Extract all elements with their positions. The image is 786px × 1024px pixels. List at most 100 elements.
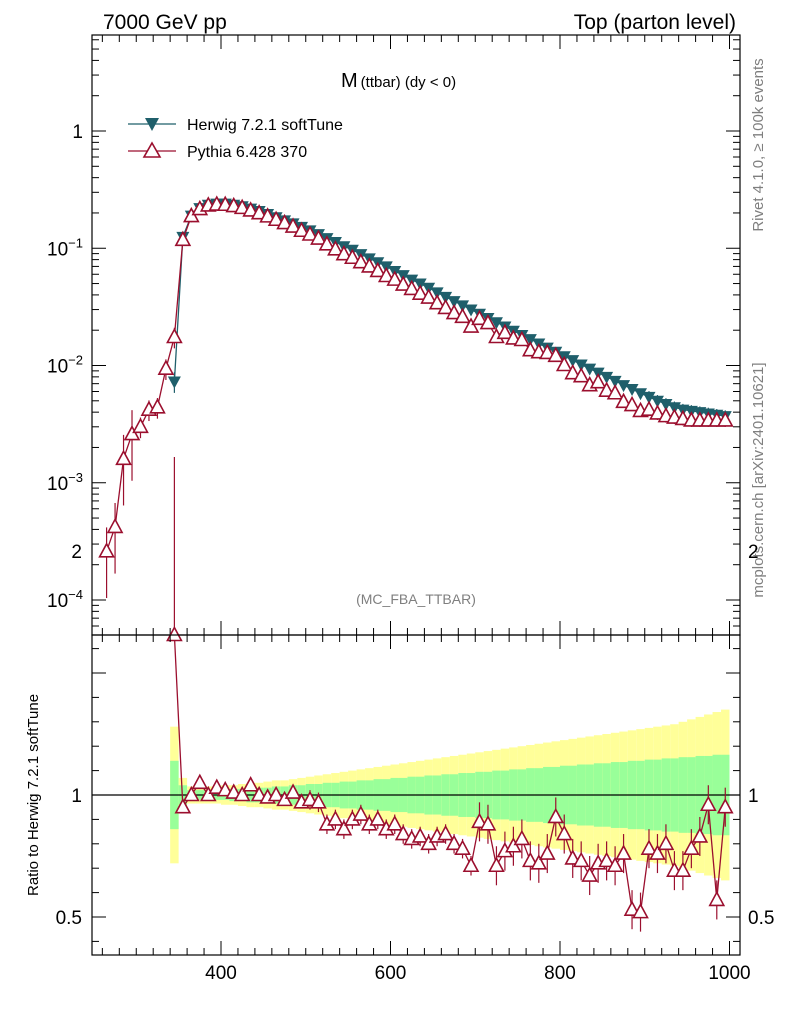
herwig-point <box>642 391 656 404</box>
ratio-pythia-point <box>572 851 590 868</box>
ratio-pythia-point <box>191 773 209 790</box>
plot-title: M (ttbar) (dy < 0) <box>341 70 456 92</box>
y-tick-label-1e-3-exp: −3 <box>68 470 83 485</box>
pythia-point <box>377 266 395 283</box>
main-axis-ticks <box>92 35 740 635</box>
herwig-point <box>600 371 614 384</box>
ratio-pythia-point <box>683 839 700 855</box>
mcplots-label: mcplots.cern.ch [arXiv:2401.10621] <box>750 362 767 597</box>
ratio-pythia-point <box>640 839 658 855</box>
pythia-point <box>293 221 310 238</box>
pythia-point <box>267 210 285 227</box>
ratio-pythia-point <box>386 815 404 831</box>
pythia-point <box>589 373 607 389</box>
ratio-pythia-point <box>699 795 717 812</box>
ratio-pythia-point <box>216 780 234 797</box>
pythia-point <box>115 449 132 466</box>
legend-herwig-marker <box>145 118 159 131</box>
pythia-point <box>386 270 404 286</box>
ratio-pythia-point <box>649 844 666 860</box>
x-tick-400: 400 <box>205 963 237 984</box>
ratio-pythia-point <box>606 856 624 873</box>
ratio-y-axis-title: Ratio to Herwig 7.2.1 softTune <box>25 694 42 896</box>
x-tick-800: 800 <box>544 963 576 984</box>
header-process-label: Top (parton level) <box>574 11 736 34</box>
herwig-point <box>650 395 664 408</box>
y-tick-label-1e-4-base: 10 <box>47 591 68 612</box>
pythia-point <box>538 343 556 360</box>
ratio-pythia-point <box>615 844 632 860</box>
ratio-axis-ticks <box>92 635 740 955</box>
pythia-point <box>394 275 412 291</box>
pythia-point <box>572 367 590 383</box>
pythia-point <box>344 248 361 265</box>
ratio-pythia-point <box>199 785 217 802</box>
pythia-point <box>428 293 446 310</box>
legend: Herwig 7.2.1 softTune Pythia 6.428 370 <box>128 117 343 161</box>
pythia-series-line <box>105 203 726 552</box>
ratio-pythia-point <box>250 785 268 802</box>
legend-pythia-label: Pythia 6.428 370 <box>187 144 307 161</box>
ratio-pythia-point <box>598 851 615 868</box>
y-tick-label-1e-3: 10−3 <box>47 470 83 495</box>
ratio-pythia-point <box>462 856 480 873</box>
herwig-point <box>523 334 537 347</box>
ratio-y-tick-2: 2 <box>71 542 82 563</box>
herwig-point <box>447 296 461 309</box>
ratio-pythia-point <box>394 824 412 841</box>
main-panel: 10−4 10−3 10−2 10−1 1 M (ttbar) (dy < 0) … <box>47 34 741 636</box>
ratio-pythia-point <box>420 834 437 851</box>
ratio-pythia-point <box>623 900 641 916</box>
pythia-point <box>360 257 378 273</box>
pythia-point <box>420 288 437 304</box>
pythia-point <box>716 411 734 427</box>
pythia-point <box>623 395 641 412</box>
herwig-point <box>167 376 181 389</box>
ratio-y-tick-0.5: 0.5 <box>56 908 82 929</box>
ratio-pythia-point <box>335 819 353 836</box>
y-tick-label-1e-3-base: 10 <box>47 474 68 495</box>
ratio-pythia-point <box>233 785 251 802</box>
pythia-point <box>547 346 565 363</box>
pythia-point <box>352 253 370 269</box>
ratio-y-tick-right-1: 1 <box>748 786 759 807</box>
ratio-y-tick-right-0.5: 0.5 <box>748 908 774 929</box>
ratio-pythia-point <box>691 827 709 843</box>
main-y-tick-labels: 10−4 10−3 10−2 10−1 1 <box>47 122 83 612</box>
ratio-pythia-point <box>564 849 582 865</box>
pythia-point <box>479 313 497 330</box>
herwig-point <box>583 363 597 376</box>
herwig-point <box>608 375 622 388</box>
ratio-series-layer <box>166 457 734 932</box>
ratio-pythia-point <box>708 890 726 907</box>
y-tick-label-1: 1 <box>72 122 83 143</box>
y-tick-label-1e-1-base: 10 <box>47 239 68 260</box>
pythia-point <box>564 363 582 380</box>
ratio-pythia-point <box>471 812 488 829</box>
pythia-point <box>149 398 166 414</box>
pythia-point <box>233 198 251 215</box>
y-tick-label-1e-2-exp: −2 <box>68 353 83 368</box>
ratio-pythia-point <box>352 805 370 821</box>
ratio-pythia-point <box>182 785 200 802</box>
pythia-point <box>411 284 429 300</box>
pythia-point <box>259 207 276 223</box>
ratio-pythia-point <box>166 625 183 642</box>
herwig-point <box>566 355 580 368</box>
pythia-point <box>301 225 319 241</box>
pythia-point <box>284 217 302 233</box>
pythia-point <box>242 201 260 217</box>
ratio-pythia-point <box>505 837 522 853</box>
pythia-point <box>369 261 387 278</box>
ratio-pythia-point <box>174 798 192 814</box>
pythia-point <box>98 542 115 558</box>
header-energy-label: 7000 GeV pp <box>103 11 227 34</box>
pythia-point <box>174 230 192 247</box>
herwig-point <box>617 380 631 393</box>
herwig-point <box>659 398 673 411</box>
ratio-pythia-point <box>276 790 293 807</box>
herwig-point <box>625 384 639 397</box>
legend-herwig-label: Herwig 7.2.1 softTune <box>187 117 343 134</box>
pythia-point <box>403 279 421 296</box>
